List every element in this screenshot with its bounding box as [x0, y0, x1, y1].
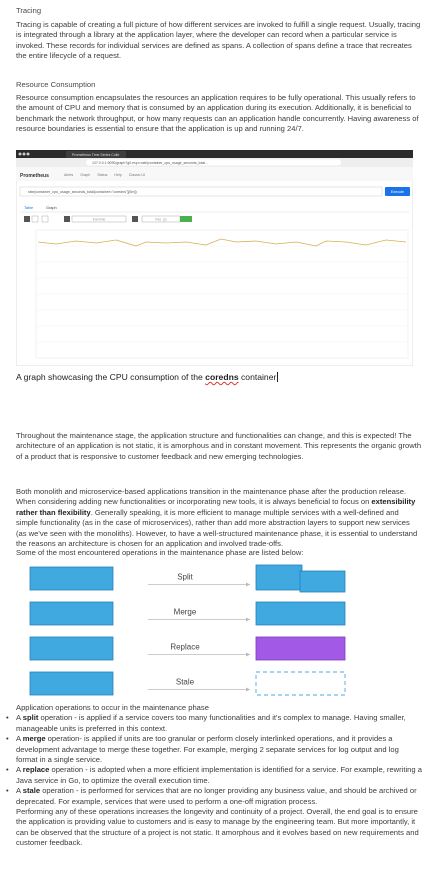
graph-line — [37, 238, 407, 247]
list-heading: Application operations to occur in the m… — [16, 703, 209, 712]
text: A — [16, 765, 23, 775]
source-box — [29, 601, 114, 626]
execute-label: Execute — [391, 190, 404, 194]
operation-label: Merge — [174, 608, 197, 617]
result-box — [255, 636, 346, 661]
control[interactable] — [132, 216, 138, 222]
paragraph: Some of the most encountered operations … — [16, 548, 304, 557]
operation-label: Split — [177, 573, 193, 582]
query-field[interactable] — [19, 186, 383, 197]
paragraph: Tracing is capable of creating a full pi… — [16, 20, 421, 61]
end-time: End time — [93, 218, 106, 222]
end-time-field[interactable] — [71, 215, 127, 223]
term: split — [22, 713, 39, 723]
result-box — [255, 601, 346, 626]
term: replace — [22, 765, 50, 775]
paragraph: Both monolith and microservice-based app… — [16, 487, 422, 549]
diagram: Split Merge Replace Stale — [29, 564, 346, 696]
result-box — [255, 564, 303, 591]
result-box — [255, 671, 346, 696]
dot — [22, 152, 26, 156]
list-item: A stale operation - is performed for ser… — [6, 786, 422, 807]
operation-label: Replace — [170, 643, 200, 652]
navbar — [16, 167, 413, 181]
control[interactable] — [31, 215, 39, 223]
caption-text: container — [238, 372, 277, 382]
list-item: A merge operation- is applied if units a… — [6, 734, 422, 765]
tab-label[interactable]: Graph — [46, 206, 57, 210]
text: A — [16, 734, 23, 744]
url-field[interactable] — [86, 159, 341, 166]
source-box — [29, 636, 114, 661]
caption: A graph showcasing the CPU consumption o… — [16, 372, 422, 382]
text: operation - is applied if a service cove… — [16, 713, 406, 733]
screenshot: Prometheus Time Series Colle 127.0.0.1:9… — [16, 150, 413, 366]
text: operation - is adopted when a more effic… — [16, 765, 422, 785]
nav-link[interactable]: Alerts — [64, 173, 73, 177]
cursor: ​ — [277, 372, 279, 382]
source-box — [29, 566, 114, 591]
resolution: Res. (s) — [155, 218, 166, 222]
text: A — [16, 713, 23, 723]
control[interactable] — [64, 216, 70, 222]
control[interactable] — [41, 215, 49, 223]
text: Both monolith and microservice-based app… — [16, 487, 407, 507]
caption-term: coredns — [205, 372, 239, 382]
paragraph: Throughout the maintenance stage, the ap… — [16, 431, 422, 461]
text: . Generally speaking, it is more efficie… — [16, 507, 418, 549]
text: operation - is performed for services th… — [16, 786, 417, 806]
execute-button[interactable] — [385, 187, 410, 196]
dot — [26, 152, 30, 156]
graph-grid — [36, 245, 408, 343]
tab[interactable] — [66, 151, 126, 158]
nav-link[interactable]: Graph — [80, 173, 90, 177]
list: A split operation - is applied if a serv… — [6, 713, 422, 807]
heading: Tracing — [16, 6, 42, 15]
tab-title: Prometheus Time Series Colle — [72, 153, 119, 157]
heading: Resource Consumption — [16, 80, 96, 89]
operations-list: Application operations to occur in the m… — [6, 703, 422, 849]
term: merge — [22, 734, 46, 744]
caption-text: A graph showcasing the CPU consumption o… — [16, 372, 206, 382]
nav-link[interactable]: Status — [97, 173, 107, 177]
paragraph: Resource consumption encapsulates the re… — [16, 93, 419, 134]
dot — [18, 152, 22, 156]
brand: Prometheus — [20, 173, 49, 179]
url: 127.0.0.1:9090/graph?g0.expr=rate(contai… — [92, 161, 208, 165]
query: rate(container_cpu_usage_seconds_total{c… — [28, 190, 137, 194]
tab-bar — [16, 150, 413, 158]
list-item: A replace operation - is adopted when a … — [6, 765, 422, 786]
control[interactable] — [180, 216, 192, 222]
arrow-head — [246, 617, 250, 622]
source-box — [29, 671, 114, 696]
text: operation- is applied if units are too g… — [16, 734, 399, 765]
bold-text: extensibility rather than flexibility — [16, 497, 416, 517]
result-box — [299, 570, 346, 593]
arrow-head — [246, 582, 250, 587]
control[interactable] — [24, 216, 30, 222]
closing: Performing any of these operations incre… — [16, 807, 419, 848]
tab-label[interactable]: Table — [24, 206, 33, 210]
nav-link[interactable]: Help — [114, 173, 121, 177]
arrow-head — [246, 687, 250, 692]
list-item: A split operation - is applied if a serv… — [6, 713, 422, 734]
arrow-head — [246, 652, 250, 657]
operation-label: Stale — [176, 678, 195, 687]
term: stale — [22, 786, 41, 796]
text: A — [16, 786, 23, 796]
nav-link[interactable]: Classic UI — [129, 173, 145, 177]
